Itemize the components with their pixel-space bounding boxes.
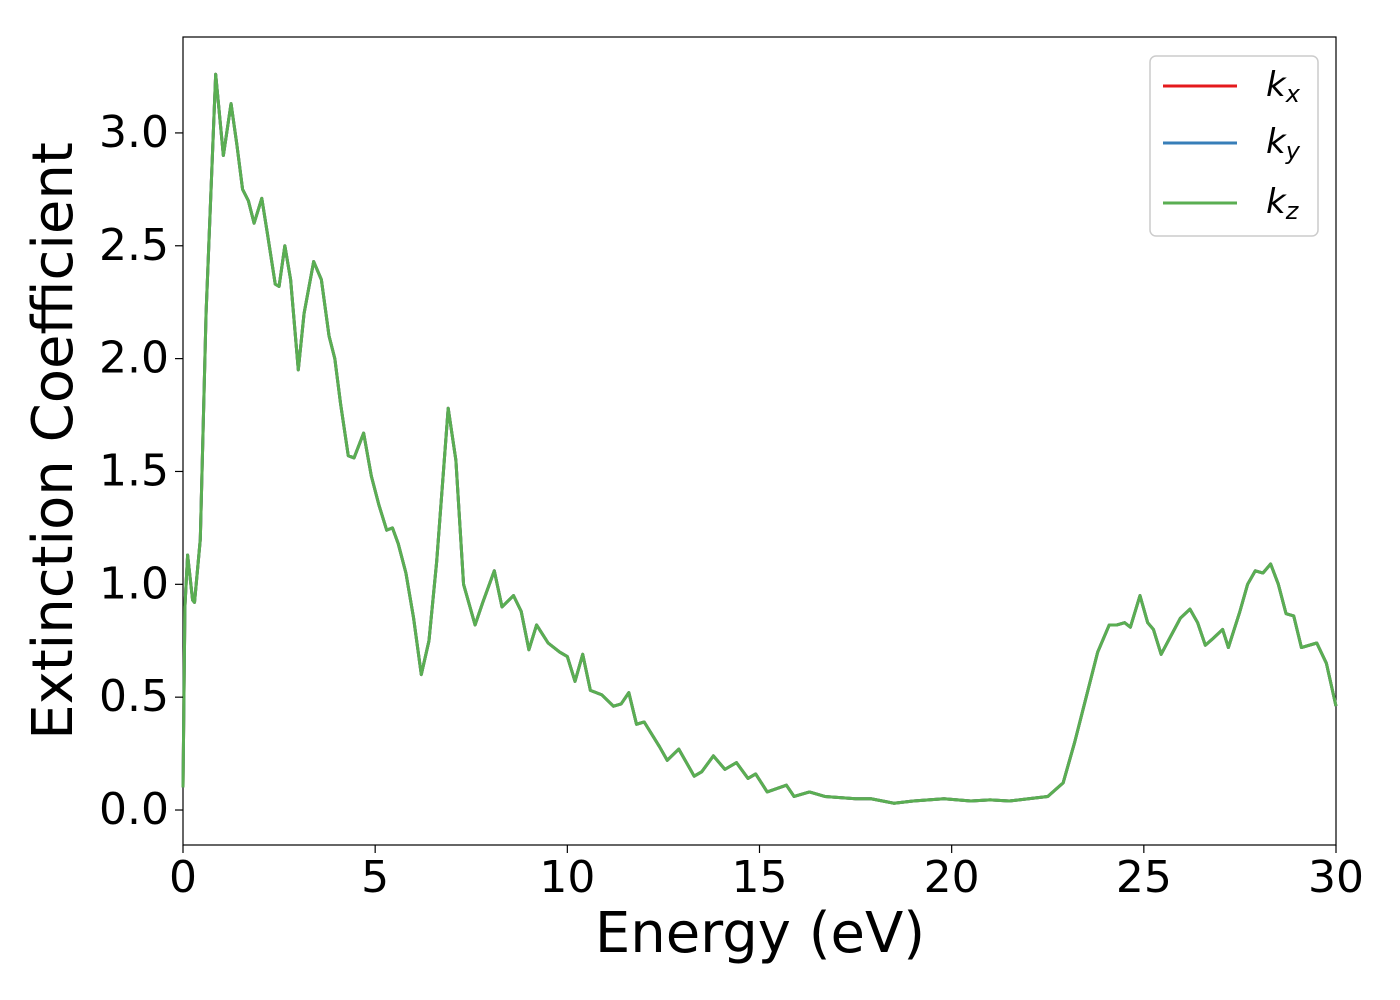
x-tick-label: 20	[924, 852, 980, 903]
x-tick-label: 30	[1308, 852, 1364, 903]
legend-label: ky	[1266, 122, 1301, 166]
y-tick-label: 0.5	[99, 671, 169, 722]
x-tick-label: 5	[361, 852, 389, 903]
y-tick-label: 1.5	[99, 445, 169, 496]
x-tick-label: 15	[732, 852, 788, 903]
y-axis-label: Extinction Coefficient	[21, 142, 86, 740]
y-tick-label: 2.0	[99, 333, 169, 384]
y-tick-label: 2.5	[99, 220, 169, 271]
legend-label: kx	[1266, 65, 1301, 109]
x-tick-label: 10	[539, 852, 595, 903]
x-axis-label: Energy (eV)	[595, 901, 925, 966]
x-tick-label: 25	[1116, 852, 1172, 903]
legend-label: kz	[1266, 182, 1300, 226]
y-tick-label: 0.0	[99, 784, 169, 835]
x-tick-label: 0	[169, 852, 197, 903]
y-tick-label: 3.0	[99, 107, 169, 158]
y-tick-label: 1.0	[99, 558, 169, 609]
data-line	[181, 72, 1338, 805]
series-group	[181, 72, 1338, 805]
legend-box	[1149, 55, 1319, 237]
